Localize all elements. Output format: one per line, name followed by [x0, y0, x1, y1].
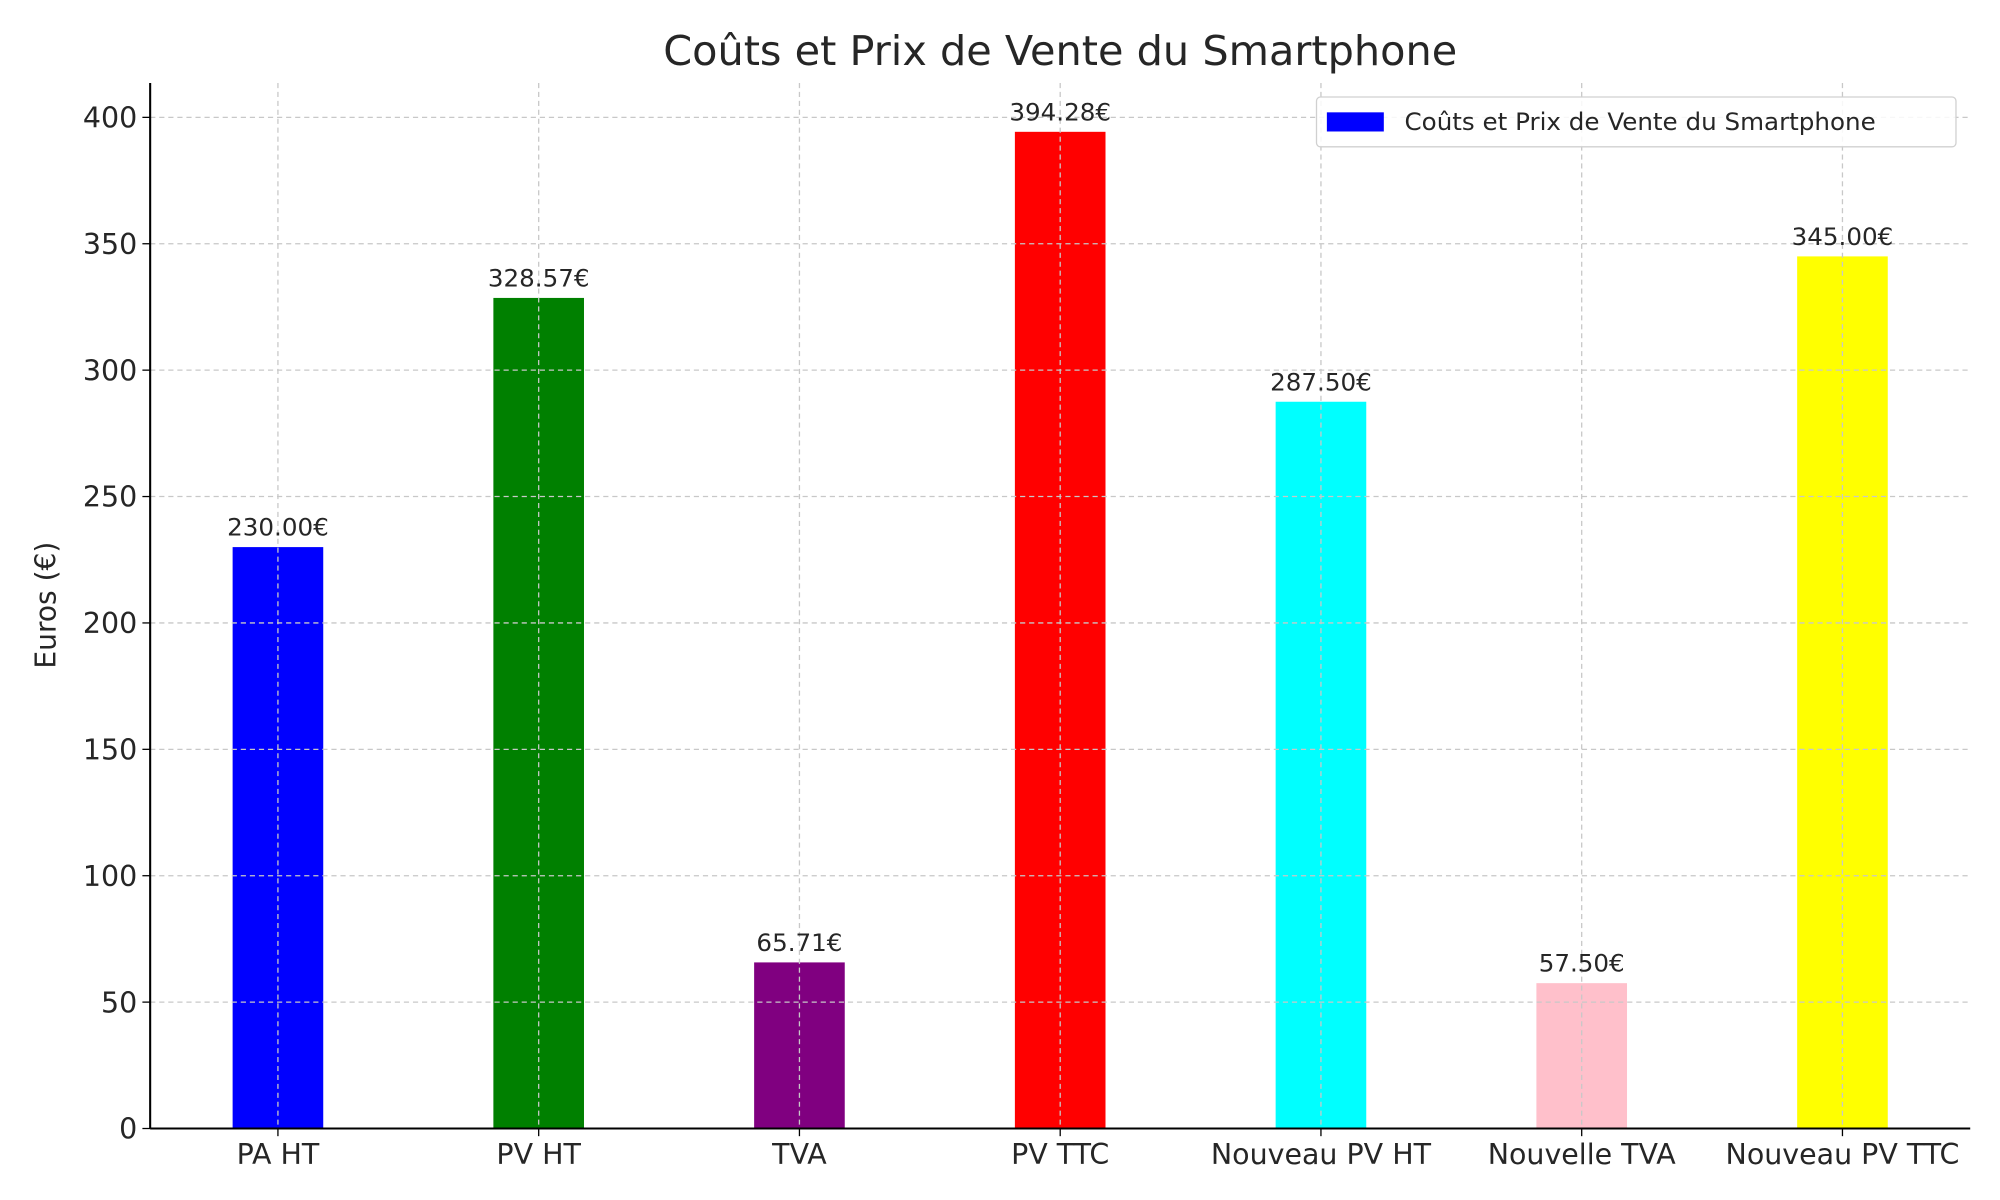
y-tick-label: 150	[83, 734, 137, 767]
x-tick-label: Nouvelle TVA	[1488, 1138, 1677, 1171]
y-tick-label: 100	[83, 860, 137, 893]
y-tick-label: 350	[83, 228, 137, 261]
data-label: 328.57€	[488, 264, 590, 293]
data-label: 394.28€	[1009, 97, 1111, 126]
x-tick-label: PV TTC	[1011, 1138, 1109, 1171]
chart-title: Coûts et Prix de Vente du Smartphone	[663, 27, 1457, 75]
axes: 0 50 100 150 200 250 300 350 400 PA HT PV HT TVA PV …	[83, 82, 1971, 1171]
y-tick-label: 200	[83, 607, 137, 640]
y-tick-label: 300	[83, 355, 137, 388]
y-tick-label: 50	[101, 987, 137, 1020]
data-label: 65.71€	[756, 928, 842, 957]
legend-swatch	[1326, 112, 1384, 132]
legend-frame	[1315, 96, 1957, 148]
x-tick-label: TVA	[771, 1138, 827, 1171]
legend-label: Coûts et Prix de Vente du Smartphone	[1405, 107, 1876, 136]
data-label: 230.00€	[227, 513, 329, 542]
x-tick-label: Nouveau PV TTC	[1726, 1138, 1960, 1171]
data-label: 345.00€	[1792, 222, 1894, 251]
x-tick-label: PA HT	[237, 1138, 320, 1171]
data-labels: 230.00€ 328.57€ 65.71€ 394.28€ 287.50€ 57.50€…	[227, 97, 1893, 977]
legend: Coûts et Prix de Vente du Smartphone	[1315, 96, 1957, 148]
data-label: 287.50€	[1270, 367, 1372, 396]
y-axis-label: Euros (€)	[29, 542, 62, 669]
data-label: 57.50€	[1539, 949, 1625, 978]
y-tick-label: 0	[119, 1113, 137, 1146]
x-tick-label: PV HT	[496, 1138, 581, 1171]
grid	[150, 82, 1971, 1130]
y-tick-label: 400	[83, 102, 137, 135]
x-tick-label: Nouveau PV HT	[1211, 1138, 1432, 1171]
y-tick-label: 250	[83, 481, 137, 514]
